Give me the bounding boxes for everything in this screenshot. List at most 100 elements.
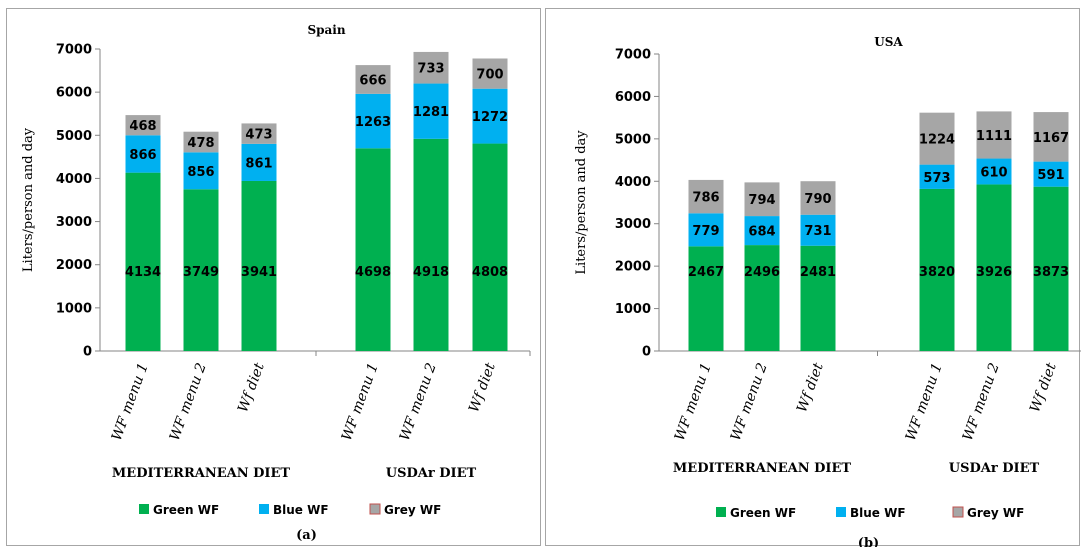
legend-swatch: [139, 504, 149, 514]
legend-entry: Green WF: [730, 506, 796, 520]
data-label: 478: [187, 136, 214, 151]
data-label: 473: [245, 128, 272, 143]
y-tick-label: 4000: [615, 175, 651, 190]
data-label: 3749: [183, 265, 219, 280]
bar-blue-wf: [472, 88, 508, 144]
x-category-label: WF menu 1: [903, 361, 946, 443]
bar-green-wf: [1033, 186, 1069, 351]
chart-panel-usa: USA Liters/person and day 0 1000 2000 3000 400…: [545, 8, 1081, 547]
legend-swatch: [369, 503, 381, 515]
x-category-label: Wf diet: [235, 361, 268, 415]
data-label: 684: [748, 225, 775, 240]
data-label: 2467: [688, 265, 724, 280]
bar-blue-wf: [919, 164, 955, 189]
y-tick-label: 2000: [56, 258, 92, 273]
data-label: 610: [980, 165, 1007, 180]
x-category-label: WF menu 1: [109, 361, 152, 443]
y-tick-label: 5000: [615, 132, 651, 147]
bar-grey-wf: [919, 112, 955, 165]
x-category-label: WF menu 1: [339, 361, 382, 443]
bar-grey-wf: [744, 182, 780, 217]
data-label: 1111: [976, 129, 1012, 144]
bar-blue-wf: [183, 152, 219, 190]
bar-grey-wf: [688, 179, 724, 214]
legend-swatch: [716, 507, 726, 517]
data-label: 1272: [472, 110, 508, 125]
data-label: 866: [129, 148, 156, 163]
y-tick-label: 4000: [56, 172, 92, 187]
y-axis-label: Liters/person and day: [21, 127, 36, 272]
bar-grey-wf: [472, 58, 508, 89]
bar-blue-wf: [413, 83, 449, 139]
group-label: MEDITERRANEAN DIET: [112, 466, 290, 481]
data-label: 3873: [1033, 265, 1069, 280]
chart-panel-spain: Spain Liters/person and day 0 1000 2000 3000 4…: [6, 8, 541, 546]
data-label: 4698: [355, 265, 391, 280]
data-label: 700: [476, 68, 503, 83]
data-label: 1263: [355, 115, 391, 130]
data-label: 468: [129, 119, 156, 134]
legend-swatch: [259, 504, 269, 514]
panel-label: (b): [858, 536, 879, 547]
data-label: 3926: [976, 265, 1012, 280]
y-tick-label: 1000: [615, 302, 651, 317]
bar-grey-wf: [976, 111, 1012, 159]
data-label: 733: [417, 62, 444, 77]
bar-grey-wf: [241, 123, 277, 144]
data-label: 731: [804, 224, 831, 239]
bar-green-wf: [976, 184, 1012, 351]
x-category-label: Wf diet: [794, 361, 827, 415]
bar-green-wf: [355, 148, 391, 351]
y-tick-label: 3000: [56, 215, 92, 230]
y-tick-label: 5000: [56, 129, 92, 144]
bar-blue-wf: [241, 143, 277, 181]
x-category-label: WF menu 1: [672, 361, 715, 443]
bar-grey-wf: [1033, 112, 1069, 162]
chart-spain: Spain Liters/person and day 0 1000 2000 3000 4…: [21, 23, 531, 543]
bar-blue-wf: [688, 213, 724, 247]
x-category-label: WF menu 2: [728, 361, 771, 443]
data-label: 779: [692, 224, 719, 239]
y-tick-label: 3000: [615, 217, 651, 232]
data-label: 1281: [413, 105, 449, 120]
bar-green-wf: [744, 245, 780, 351]
bar-blue-wf: [976, 158, 1012, 185]
data-label: 790: [804, 192, 831, 207]
bar-blue-wf: [355, 93, 391, 149]
data-label: 591: [1037, 168, 1064, 183]
bar-green-wf: [688, 246, 724, 351]
group-label: USDAr DIET: [949, 461, 1040, 476]
y-tick-label: 6000: [615, 90, 651, 105]
data-label: 1167: [1033, 131, 1069, 146]
data-label: 1224: [919, 133, 955, 148]
y-tick-label: 2000: [615, 260, 651, 275]
bar-green-wf: [183, 189, 219, 351]
data-label: 4134: [125, 265, 161, 280]
bar-grey-wf: [355, 65, 391, 94]
data-label: 573: [923, 171, 950, 186]
y-axis-label: Liters/person and day: [574, 130, 589, 275]
bar-blue-wf: [800, 214, 836, 246]
legend-swatch: [952, 506, 964, 518]
legend-entry: Blue WF: [850, 506, 906, 520]
x-category-label: Wf diet: [1027, 361, 1060, 415]
bar-green-wf: [241, 180, 277, 351]
bar-green-wf: [472, 143, 508, 351]
y-tick-label: 0: [642, 345, 651, 360]
bar-blue-wf: [1033, 161, 1069, 187]
x-category-label: WF menu 2: [960, 361, 1003, 443]
bar-green-wf: [125, 172, 161, 351]
legend-entry: Grey WF: [967, 506, 1024, 520]
y-tick-label: 6000: [56, 86, 92, 101]
bar-grey-wf: [183, 131, 219, 153]
bar-grey-wf: [125, 115, 161, 136]
bar-blue-wf: [744, 216, 780, 246]
data-label: 2496: [744, 265, 780, 280]
data-label: 794: [748, 193, 775, 208]
legend-entry: Green WF: [153, 503, 219, 517]
x-category-label: Wf diet: [466, 361, 499, 415]
x-category-label: WF menu 2: [167, 361, 210, 443]
data-label: 2481: [800, 265, 836, 280]
data-label: 3941: [241, 265, 277, 280]
bar-blue-wf: [125, 135, 161, 173]
